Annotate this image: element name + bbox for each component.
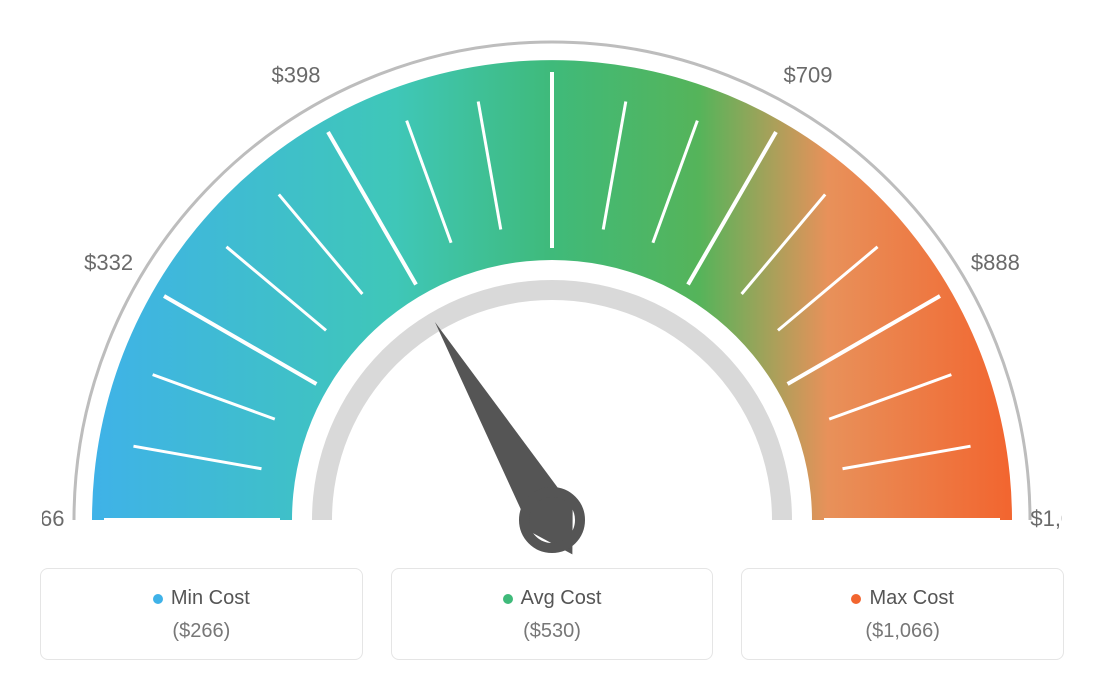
gauge-tick-label: $332 — [84, 250, 133, 275]
legend-label-avg: Avg Cost — [521, 587, 602, 610]
legend-dot-max — [851, 594, 861, 604]
legend-card-min: Min Cost ($266) — [40, 568, 363, 660]
legend-title-max: Max Cost — [851, 587, 953, 610]
legend-value-avg: ($530) — [402, 620, 703, 643]
gauge-tick-label: $888 — [971, 250, 1020, 275]
gauge-tick-label: $266 — [42, 506, 64, 531]
legend-card-max: Max Cost ($1,066) — [741, 568, 1064, 660]
legend-dot-avg — [503, 594, 513, 604]
gauge-tick-label: $398 — [272, 62, 321, 87]
legend-value-min: ($266) — [51, 620, 352, 643]
legend-label-min: Min Cost — [171, 587, 250, 610]
legend-card-avg: Avg Cost ($530) — [391, 568, 714, 660]
gauge-tick-label: $1,066 — [1030, 506, 1062, 531]
legend-dot-min — [153, 594, 163, 604]
legend-title-avg: Avg Cost — [503, 587, 602, 610]
legend-row: Min Cost ($266) Avg Cost ($530) Max Cost… — [40, 568, 1064, 660]
legend-value-max: ($1,066) — [752, 620, 1053, 643]
gauge-tick-label: $709 — [784, 62, 833, 87]
legend-label-max: Max Cost — [869, 587, 953, 610]
cost-gauge: $266$332$398$530$709$888$1,066 — [0, 0, 1104, 560]
gauge-svg: $266$332$398$530$709$888$1,066 — [42, 40, 1062, 600]
legend-title-min: Min Cost — [153, 587, 250, 610]
